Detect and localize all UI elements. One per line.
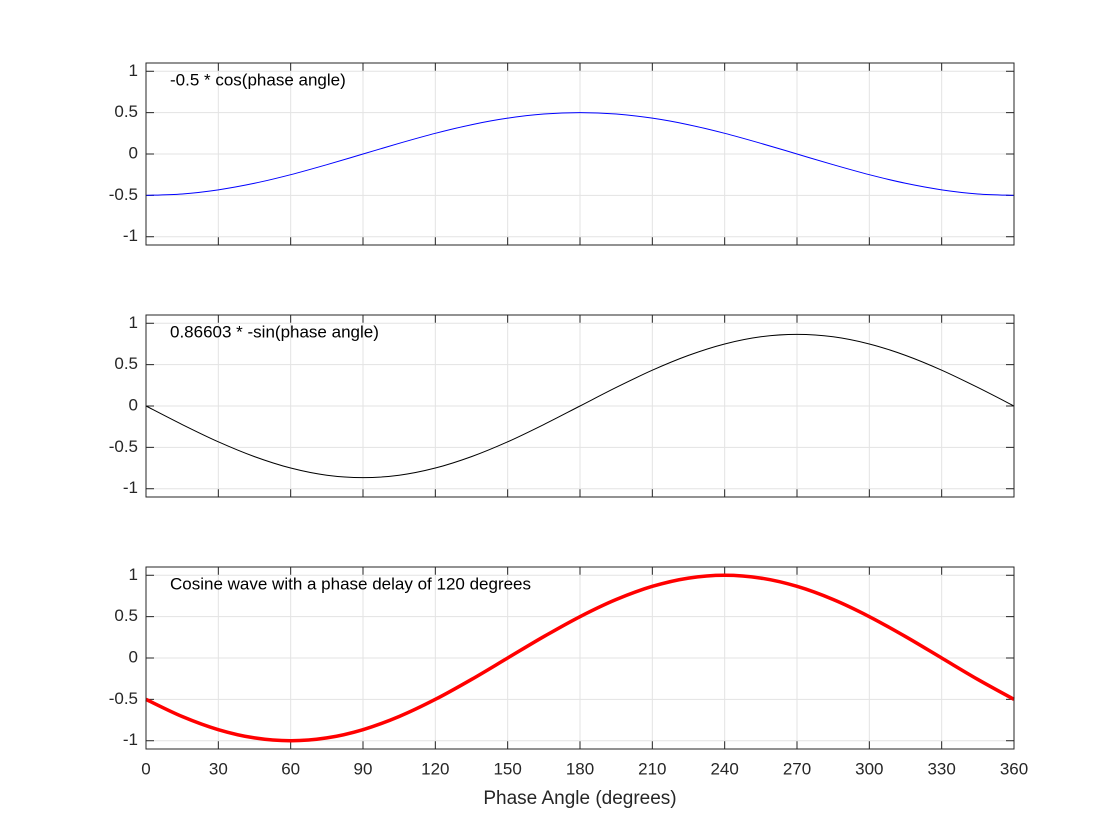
- x-tick-label: 210: [638, 759, 666, 778]
- x-tick-label: 120: [421, 759, 449, 778]
- y-tick-label: -1: [123, 478, 138, 497]
- annotation: -0.5 * cos(phase angle): [170, 70, 346, 89]
- y-tick-label: 1: [129, 313, 138, 332]
- annotation: 0.86603 * -sin(phase angle): [170, 322, 379, 341]
- x-tick-label: 0: [141, 759, 150, 778]
- x-tick-label: 240: [710, 759, 738, 778]
- y-tick-label: 1: [129, 61, 138, 80]
- y-tick-label: 0: [129, 143, 138, 162]
- y-tick-label: 0.5: [114, 354, 138, 373]
- x-tick-label: 90: [354, 759, 373, 778]
- axes-box: [145, 62, 1015, 246]
- x-tick-label: 330: [927, 759, 955, 778]
- line-series: [145, 112, 1015, 196]
- x-tick-label: 360: [1000, 759, 1028, 778]
- y-tick-label: 0: [129, 395, 138, 414]
- axes-box: [145, 314, 1015, 498]
- line-series: [145, 573, 1015, 743]
- x-axis-label: Phase Angle (degrees): [483, 788, 676, 809]
- x-tick-label: 270: [783, 759, 811, 778]
- y-tick-label: 0: [129, 647, 138, 666]
- y-tick-label: -1: [123, 730, 138, 749]
- annotation: Cosine wave with a phase delay of 120 de…: [170, 574, 531, 593]
- y-tick-label: -0.5: [109, 185, 138, 204]
- x-tick-label: 30: [209, 759, 228, 778]
- y-tick-label: -0.5: [109, 689, 138, 708]
- line-series: [145, 333, 1015, 479]
- x-tick-label: 180: [566, 759, 594, 778]
- y-tick-label: 0.5: [114, 606, 138, 625]
- y-tick-label: 1: [129, 565, 138, 584]
- axes-box: [145, 566, 1015, 750]
- x-tick-label: 150: [493, 759, 521, 778]
- y-tick-label: -1: [123, 226, 138, 245]
- y-tick-label: 0.5: [114, 102, 138, 121]
- x-tick-label: 300: [855, 759, 883, 778]
- y-tick-label: -0.5: [109, 437, 138, 456]
- x-tick-label: 60: [281, 759, 300, 778]
